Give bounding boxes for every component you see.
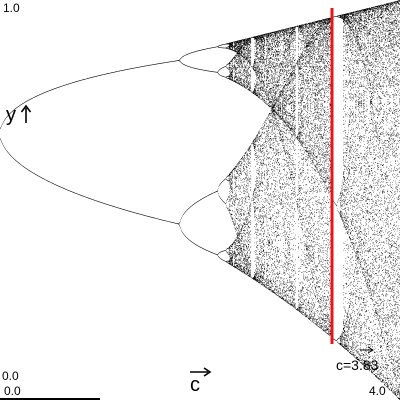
y-axis-arrow-icon [20, 104, 32, 123]
x-axis-arrow-icon [190, 367, 212, 377]
x-tick-right: 4.0 [369, 384, 386, 398]
y-tick-top: 1.0 [3, 1, 20, 15]
marker-label: c=3.83 [336, 357, 379, 373]
x-tick-left: 0.0 [4, 384, 21, 398]
x-axis-label: c [190, 374, 200, 396]
y-tick-bottom: 0.0 [2, 369, 19, 383]
y-axis-label: y [6, 104, 16, 126]
marker-arrow-icon [360, 346, 374, 354]
